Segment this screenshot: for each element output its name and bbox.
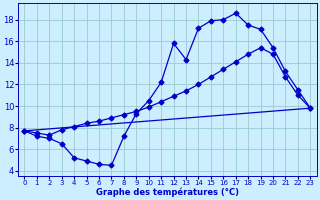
X-axis label: Graphe des températures (°C): Graphe des températures (°C) (96, 187, 239, 197)
